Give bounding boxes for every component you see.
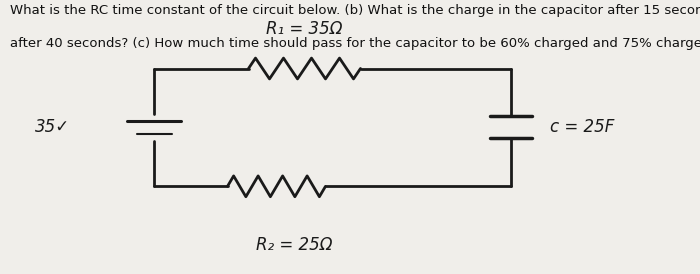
Text: What is the RC time constant of the circuit below. (b) What is the charge in the: What is the RC time constant of the circ… xyxy=(10,4,700,17)
Text: c = 25F: c = 25F xyxy=(550,118,614,136)
Text: after 40 seconds? (c) How much time should pass for the capacitor to be 60% char: after 40 seconds? (c) How much time shou… xyxy=(10,37,700,50)
Text: 35✓: 35✓ xyxy=(35,118,70,136)
Text: R₂ = 25Ω: R₂ = 25Ω xyxy=(256,236,332,254)
Text: R₁ = 35Ω: R₁ = 35Ω xyxy=(266,20,343,38)
